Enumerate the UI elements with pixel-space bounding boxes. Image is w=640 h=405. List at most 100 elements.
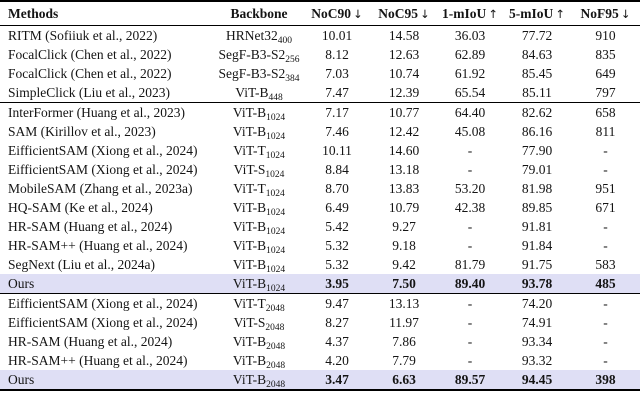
backbone-resolution-subscript: 2048 <box>266 379 286 390</box>
metric-value-cell: 45.08 <box>454 123 486 139</box>
metric-value-cell: 62.89 <box>454 46 486 62</box>
metric-value-cell: 6.63 <box>371 370 437 390</box>
metric-value-cell: - <box>467 161 473 177</box>
method-cell: Ours <box>0 370 215 390</box>
metric-value-cell: 13.13 <box>371 293 437 313</box>
column-header-backbone: Backbone <box>215 1 303 26</box>
metric-value-cell: 398 <box>571 370 640 390</box>
column-header-noc90: NoC90 ↓ <box>303 1 371 26</box>
backbone-cell: SegF-B3-S2384 <box>215 64 303 84</box>
table-row: EifficientSAM (Xiong et al., 2024) ViT-S1… <box>0 160 640 180</box>
metric-value-cell: 86.16 <box>521 123 553 139</box>
table-row: FocalClick (Chen et al., 2022) SegF-B3-S2… <box>0 64 640 84</box>
backbone-cell: ViT-B2048 <box>215 370 303 390</box>
backbone-resolution-subscript: 1024 <box>265 169 285 180</box>
table-row: EifficientSAM (Xiong et al., 2024) ViT-T2… <box>0 293 640 314</box>
table-row: HR-SAM (Huang et al., 2024) ViT-B1024 5.42… <box>0 217 640 237</box>
table-row: FocalClick (Chen et al., 2022) SegF-B3-S2… <box>0 45 640 65</box>
metric-label: 1-mIoU <box>442 5 487 21</box>
backbone-resolution-subscript: 1024 <box>266 283 286 294</box>
backbone-resolution-subscript: 1024 <box>265 150 285 161</box>
backbone-cell: ViT-B1024 <box>215 122 303 142</box>
backbone-name: ViT-B <box>232 256 267 272</box>
backbone-name: ViT-B <box>232 104 267 120</box>
table-row: InterFormer (Huang et al., 2023) ViT-B102… <box>0 102 640 122</box>
metric-value-cell: 5.32 <box>325 237 349 253</box>
metric-value-cell: 12.63 <box>388 46 420 62</box>
metric-value-cell: 658 <box>571 102 640 122</box>
metric-value-cell: 81.79 <box>454 256 486 272</box>
table-row: MobileSAM (Zhang et al., 2023a) ViT-T1024… <box>0 179 640 199</box>
metric-value-cell: 77.90 <box>521 142 553 158</box>
backbone-resolution-subscript: 1024 <box>266 226 286 237</box>
table-row: SimpleClick (Liu et al., 2023) ViT-B448 7.… <box>0 83 640 103</box>
method-cell: EifficientSAM (Xiong et al., 2024) <box>8 161 198 177</box>
metric-value-cell: 6.49 <box>325 199 349 215</box>
backbone-name: ViT-T <box>233 180 266 196</box>
backbone-cell: ViT-S2048 <box>215 313 303 333</box>
metric-value-cell: 89.57 <box>437 370 503 390</box>
header-row: Methods Backbone NoC90 ↓ NoC95 ↓ 1-mIoU ↑ 5… <box>0 1 640 26</box>
backbone-cell: ViT-T1024 <box>215 179 303 199</box>
metric-value-cell: - <box>467 352 473 368</box>
method-cell: RITM (Sofiiuk et al., 2022) <box>8 27 158 43</box>
metric-value-cell: 7.17 <box>303 102 371 122</box>
metric-value-cell: 89.40 <box>437 274 503 294</box>
metric-value-cell: 7.46 <box>325 123 349 139</box>
method-cell: HQ-SAM (Ke et al., 2024) <box>8 199 153 215</box>
metric-value-cell: 951 <box>595 180 616 196</box>
backbone-name: SegF-B3-S2 <box>218 65 286 81</box>
method-cell: FocalClick (Chen et al., 2022) <box>8 46 172 62</box>
up-arrow-icon: ↑ <box>555 6 565 21</box>
method-cell: HR-SAM++ (Huang et al., 2024) <box>8 237 188 253</box>
benchmark-results-table: Methods Backbone NoC90 ↓ NoC95 ↓ 1-mIoU ↑ 5… <box>0 0 640 391</box>
metric-value-cell: 12.42 <box>388 123 420 139</box>
backbone-resolution-subscript: 2048 <box>266 341 286 352</box>
backbone-cell: ViT-B448 <box>215 83 303 103</box>
backbone-name: ViT-B <box>235 84 269 100</box>
backbone-cell: ViT-B1024 <box>215 255 303 275</box>
metric-value-cell: - <box>467 314 473 330</box>
table-row: SegNext (Liu et al., 2024a) ViT-B1024 5.32… <box>0 255 640 275</box>
metric-value-cell: 74.91 <box>521 314 553 330</box>
backbone-name: ViT-T <box>233 142 266 158</box>
metric-value-cell: 649 <box>595 65 616 81</box>
backbone-name: ViT-B <box>232 333 267 349</box>
up-arrow-icon: ↑ <box>488 6 498 21</box>
metric-value-cell: - <box>467 142 473 158</box>
metric-label: 5-mIoU <box>509 5 554 21</box>
metric-value-cell: 77.72 <box>521 27 553 43</box>
down-arrow-icon: ↓ <box>353 6 363 21</box>
backbone-cell: ViT-B2048 <box>215 351 303 371</box>
metric-value-cell: 13.18 <box>388 161 420 177</box>
metric-value-cell: 7.79 <box>392 352 416 368</box>
backbone-name: ViT-B <box>232 218 267 234</box>
backbone-name: ViT-B <box>232 275 267 291</box>
metric-value-cell: 3.95 <box>303 274 371 294</box>
column-header-noc95: NoC95 ↓ <box>371 1 437 26</box>
metric-value-cell: - <box>603 161 608 177</box>
results-table-body: RITM (Sofiiuk et al., 2022) HRNet32400 10.… <box>0 26 640 390</box>
metric-value-cell: 7.47 <box>325 84 349 100</box>
backbone-name: ViT-S <box>233 161 266 177</box>
backbone-resolution-subscript: 1024 <box>265 188 285 199</box>
backbone-resolution-subscript: 448 <box>268 92 283 103</box>
backbone-resolution-subscript: 1024 <box>266 264 286 275</box>
method-cell: HR-SAM++ (Huang et al., 2024) <box>8 352 188 368</box>
backbone-name: SegF-B3-S2 <box>218 46 286 62</box>
down-arrow-icon: ↓ <box>620 6 631 21</box>
metric-value-cell: 14.58 <box>388 27 420 43</box>
backbone-resolution-subscript: 2048 <box>265 303 285 314</box>
backbone-name: ViT-B <box>232 123 267 139</box>
metric-value-cell: 671 <box>595 199 616 215</box>
backbone-cell: ViT-T2048 <box>215 293 303 314</box>
backbone-resolution-subscript: 1024 <box>266 131 286 142</box>
metric-value-cell: - <box>603 314 608 330</box>
metric-value-cell: 910 <box>595 27 616 43</box>
metric-value-cell: 8.84 <box>325 161 349 177</box>
table-row: SAM (Kirillov et al., 2023) ViT-B1024 7.46… <box>0 122 640 142</box>
table-header: Methods Backbone NoC90 ↓ NoC95 ↓ 1-mIoU ↑ 5… <box>0 1 640 26</box>
column-header-1miou: 1-mIoU ↑ <box>437 1 503 26</box>
metric-label: NoF95 <box>580 5 619 21</box>
method-cell: EifficientSAM (Xiong et al., 2024) <box>0 293 215 313</box>
